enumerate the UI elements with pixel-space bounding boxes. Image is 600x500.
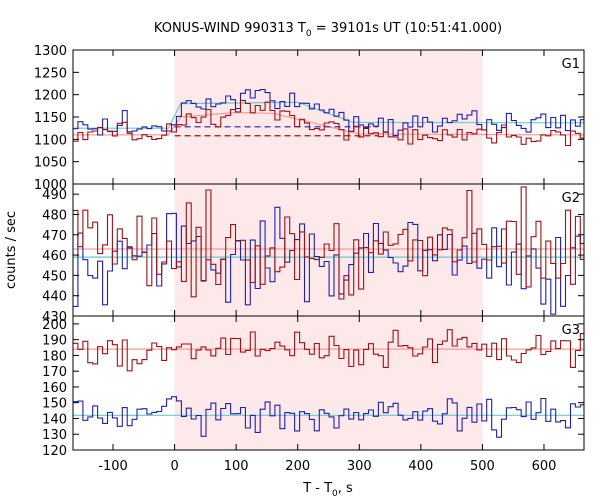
x-tick-label: -100 bbox=[98, 459, 128, 474]
y-tick-label-G3: 170 bbox=[42, 365, 67, 380]
y-tick-label-G3: 140 bbox=[42, 412, 67, 427]
panel-label-G3: G3 bbox=[562, 323, 580, 338]
blue-series-G2 bbox=[73, 206, 584, 315]
y-tick-label-G1: 1050 bbox=[34, 156, 67, 171]
y-tick-label-G1: 1000 bbox=[34, 178, 67, 193]
y-tick-label-G3: 150 bbox=[42, 397, 67, 412]
blue-series-G1 bbox=[73, 88, 584, 137]
panel-label-G1: G1 bbox=[562, 57, 580, 72]
series-layer bbox=[73, 88, 584, 438]
frame-layer: 1000105011001150120012501300G14304404504… bbox=[34, 44, 585, 474]
x-tick-label: 500 bbox=[470, 459, 495, 474]
x-tick-label: 400 bbox=[408, 459, 433, 474]
panel-label-G2: G2 bbox=[562, 191, 580, 206]
x-tick-label: 0 bbox=[170, 459, 178, 474]
y-tick-label-G2: 450 bbox=[42, 269, 67, 284]
blue-series-G3 bbox=[73, 396, 584, 438]
red-fit-line-G1 bbox=[73, 111, 585, 136]
red-series-G3 bbox=[73, 329, 584, 372]
y-tick-label-G2: 430 bbox=[42, 310, 67, 325]
y-tick-label-G1: 1200 bbox=[34, 89, 67, 104]
y-tick-label-G1: 1300 bbox=[34, 44, 67, 59]
x-tick-label: 300 bbox=[347, 459, 372, 474]
y-tick-label-G3: 160 bbox=[42, 381, 67, 396]
highlight-layer bbox=[174, 50, 483, 450]
y-tick-label-G1: 1150 bbox=[34, 111, 67, 126]
x-tick-label: 200 bbox=[285, 459, 310, 474]
panel-frame-G3 bbox=[72, 315, 585, 451]
chart-title: KONUS-WIND 990313 T0 = 39101s UT (10:51:… bbox=[154, 21, 502, 39]
y-tick-label-G3: 120 bbox=[42, 444, 67, 459]
x-axis-label: T - T0, s bbox=[302, 481, 353, 499]
y-axis-label: counts / sec bbox=[4, 211, 19, 289]
y-tick-label-G2: 490 bbox=[42, 188, 67, 203]
blue-fit-line-G1 bbox=[73, 101, 585, 129]
x-tick-label: 600 bbox=[532, 459, 557, 474]
y-tick-label-G3: 130 bbox=[42, 428, 67, 443]
red-series-G1 bbox=[73, 99, 584, 147]
burst-interval-highlight bbox=[174, 50, 483, 450]
y-tick-label-G2: 470 bbox=[42, 229, 67, 244]
y-tick-label-G3: 200 bbox=[42, 318, 67, 333]
y-tick-label-G2: 440 bbox=[42, 290, 67, 305]
y-tick-label-G1: 1250 bbox=[34, 66, 67, 81]
y-tick-label-G2: 460 bbox=[42, 249, 67, 264]
y-tick-label-G3: 190 bbox=[42, 334, 67, 349]
fit-lines-layer bbox=[73, 101, 585, 416]
red-series-G2 bbox=[73, 186, 584, 300]
y-tick-label-G1: 1100 bbox=[34, 133, 67, 148]
y-tick-label-G3: 180 bbox=[42, 349, 67, 364]
y-tick-label-G2: 480 bbox=[42, 208, 67, 223]
x-tick-label: 100 bbox=[224, 459, 249, 474]
